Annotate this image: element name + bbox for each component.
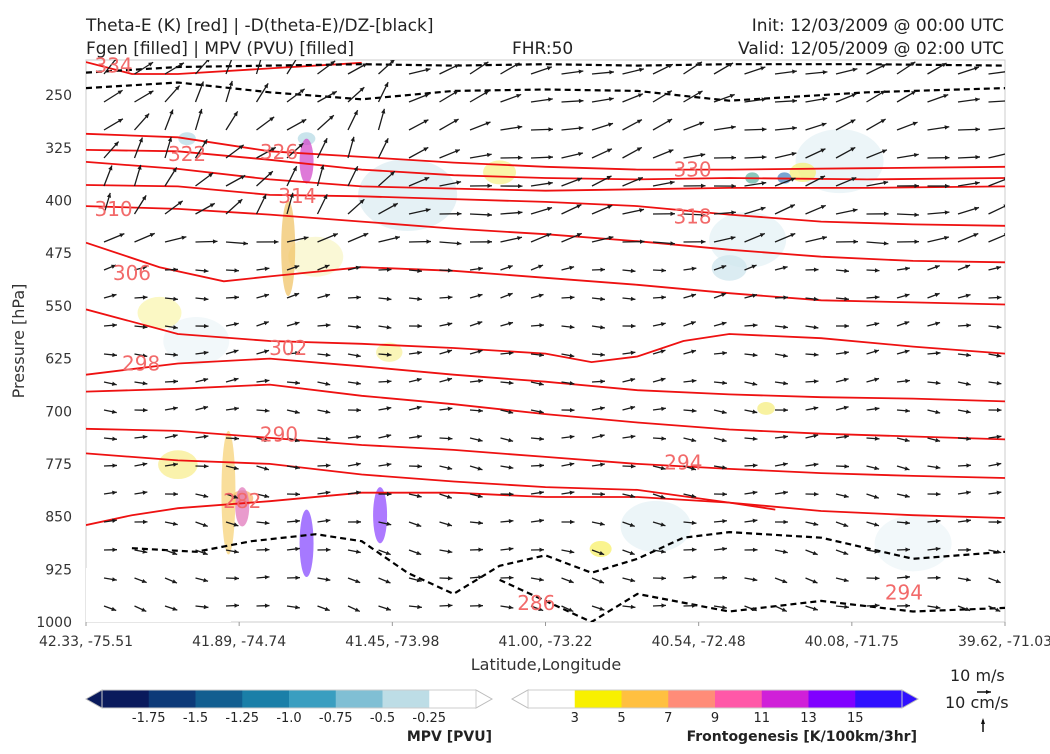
fgen-colorbar-title: Frontogenesis [K/100km/3hr] bbox=[687, 729, 917, 745]
y-tick-label: 250 bbox=[45, 88, 72, 104]
colorbar-arrow-right bbox=[476, 690, 492, 708]
colorbar-tick-label: -1.0 bbox=[276, 711, 301, 726]
theta-e-label: 298 bbox=[122, 351, 160, 375]
colorbar-tick-label: -0.5 bbox=[370, 711, 395, 726]
theta-e-label: 334 bbox=[94, 54, 132, 78]
colorbar-tick-label: -1.25 bbox=[225, 711, 259, 726]
colorbar-swatch bbox=[242, 690, 289, 708]
y-tick-label: 625 bbox=[45, 352, 72, 368]
colorbar-arrow-left bbox=[86, 690, 102, 708]
theta-e-label: 306 bbox=[113, 261, 151, 285]
x-tick-label: 41.89, -74.74 bbox=[192, 634, 286, 650]
theta-e-label: 294 bbox=[664, 450, 702, 474]
y-tick-label: 1000 bbox=[36, 615, 72, 631]
header-fhr: FHR:50 bbox=[512, 39, 573, 59]
x-axis-ticks: 42.33, -75.51 41.89, -74.74 41.45, -73.98 4… bbox=[39, 622, 1050, 650]
x-tick-label: 41.00, -73.22 bbox=[498, 634, 592, 650]
y-tick-label: 400 bbox=[45, 194, 72, 210]
colorbar-swatch bbox=[528, 690, 575, 708]
colorbar-swatch bbox=[855, 690, 902, 708]
colorbar-tick-label: -1.75 bbox=[132, 711, 166, 726]
colorbar-tick-label: -0.25 bbox=[412, 711, 446, 726]
y-tick-label: 475 bbox=[45, 246, 72, 262]
colorbar-tick-label: -0.75 bbox=[319, 711, 353, 726]
mpv-colorbar: -1.75 -1.5 -1.25 -1.0 -0.75 -0.5 -0.25 bbox=[86, 690, 492, 726]
colorbar-tick-label: 13 bbox=[800, 711, 817, 726]
vector-scale-key: 10 m/s 10 cm/s bbox=[945, 666, 1009, 732]
wind-vector-head bbox=[1005, 152, 1010, 156]
colorbar-tick-label: 15 bbox=[847, 711, 864, 726]
colorbar-swatch bbox=[668, 690, 715, 708]
theta-e-label: 330 bbox=[673, 157, 711, 181]
y-tick-label: 550 bbox=[45, 299, 72, 315]
colorbar-swatch bbox=[336, 690, 383, 708]
y-tick-label: 700 bbox=[45, 404, 72, 420]
wind-vector-head bbox=[1006, 99, 1011, 103]
header-title-left-1: Theta-E (K) [red] | -D(theta-E)/DZ-[blac… bbox=[85, 16, 434, 36]
colorbar-arrow-left bbox=[512, 690, 528, 708]
theta-e-label: 286 bbox=[517, 591, 555, 615]
colorbar-swatch bbox=[196, 690, 243, 708]
header-valid-time: Valid: 12/05/2009 @ 02:00 UTC bbox=[738, 39, 1004, 59]
colorbar-swatch bbox=[102, 690, 149, 708]
x-tick-label: 40.54, -72.48 bbox=[652, 634, 746, 650]
theta-e-label: 282 bbox=[223, 489, 261, 513]
colorbar-swatch bbox=[575, 690, 622, 708]
theta-e-label: 302 bbox=[269, 336, 307, 360]
theta-e-label: 318 bbox=[673, 205, 711, 229]
y-tick-label: 925 bbox=[45, 562, 72, 578]
vector-scale-vertical-head bbox=[981, 718, 985, 724]
colorbar-swatch bbox=[289, 690, 336, 708]
theta-e-label: 294 bbox=[885, 580, 923, 604]
colorbar-tick-label: 3 bbox=[571, 711, 579, 726]
wind-vector-head bbox=[1006, 70, 1011, 74]
colorbar-swatch bbox=[622, 690, 669, 708]
theta-e-label: 310 bbox=[94, 197, 132, 221]
wind-vector-head bbox=[1006, 126, 1011, 130]
colorbar-tick-label: 9 bbox=[711, 711, 719, 726]
colorbar-tick-label: 5 bbox=[617, 711, 625, 726]
colorbar-swatch bbox=[715, 690, 762, 708]
mpv-colorbar-title: MPV [PVU] bbox=[407, 729, 492, 745]
vector-scale-vertical: 10 cm/s bbox=[945, 693, 1009, 712]
y-axis-label: Pressure [hPa] bbox=[9, 284, 28, 399]
y-tick-label: 850 bbox=[45, 510, 72, 526]
colorbar-tick-label: 11 bbox=[753, 711, 770, 726]
colorbar-swatch bbox=[429, 690, 476, 708]
theta-e-label: 326 bbox=[260, 140, 298, 164]
y-axis-ticks: 250 325 400 475 550 625 700 775 850 925 1000 bbox=[36, 88, 72, 631]
colorbar-tick-label: -1.5 bbox=[183, 711, 208, 726]
x-tick-label: 41.45, -73.98 bbox=[345, 634, 439, 650]
theta-e-label: 322 bbox=[168, 142, 206, 166]
x-tick-label: 39.62, -71.03 bbox=[958, 634, 1050, 650]
colorbar-swatch bbox=[383, 690, 430, 708]
colorbar-swatch bbox=[762, 690, 809, 708]
x-axis-label: Latitude,Longitude bbox=[471, 655, 622, 674]
header-init-time: Init: 12/03/2009 @ 00:00 UTC bbox=[752, 16, 1004, 36]
colorbar-swatch bbox=[809, 690, 856, 708]
vector-scale-horizontal: 10 m/s bbox=[950, 666, 1005, 685]
theta-e-label: 290 bbox=[260, 422, 298, 446]
y-tick-label: 325 bbox=[45, 141, 72, 157]
x-tick-label: 42.33, -75.51 bbox=[39, 634, 133, 650]
x-tick-label: 40.08, -71.75 bbox=[805, 634, 899, 650]
colorbar-swatch bbox=[149, 690, 196, 708]
colorbar-tick-label: 7 bbox=[664, 711, 672, 726]
fgen-colorbar: 3 5 7 9 11 13 15 bbox=[512, 690, 918, 726]
y-tick-label: 775 bbox=[45, 457, 72, 473]
colorbar-arrow-right bbox=[902, 690, 918, 708]
theta-e-label: 314 bbox=[278, 184, 316, 208]
